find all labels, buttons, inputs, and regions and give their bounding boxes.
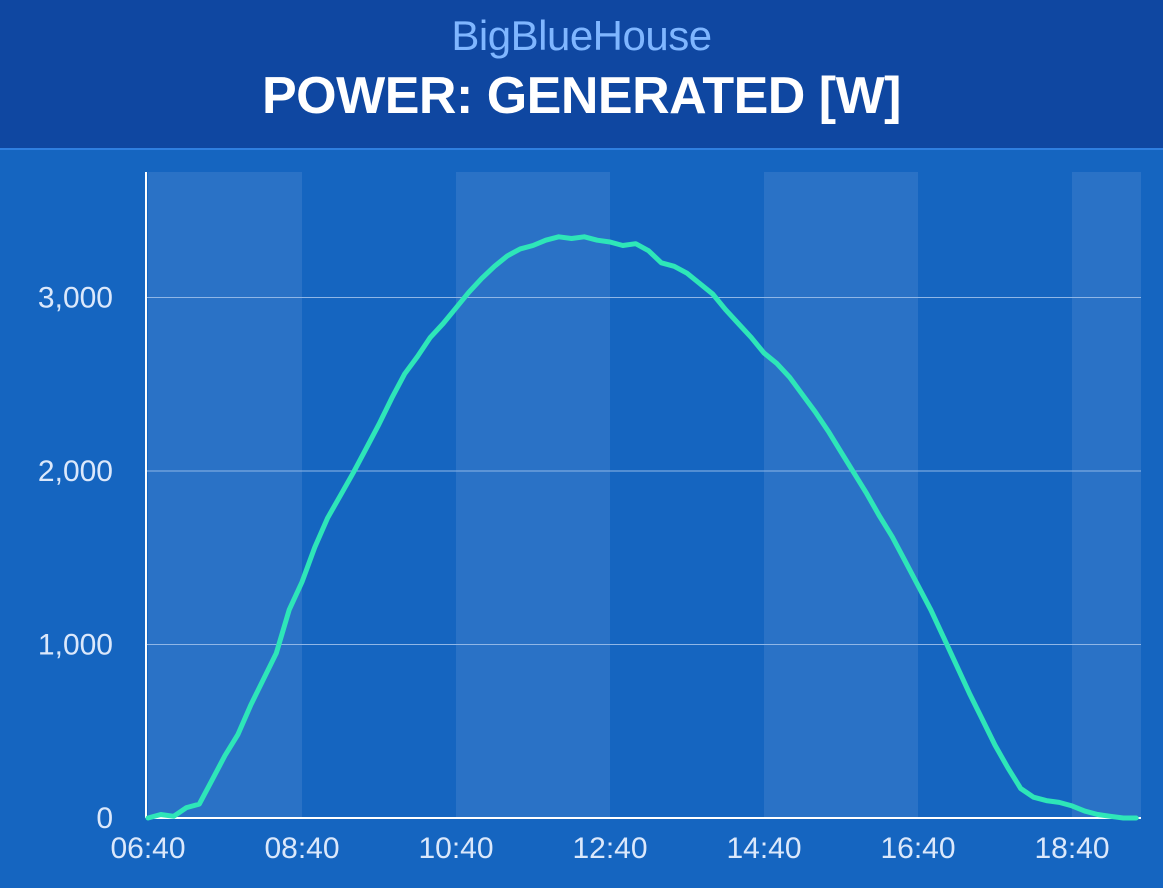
x-tick-label: 18:40 [1034,832,1109,865]
x-tick-label: 10:40 [418,832,493,865]
x-tick-label: 08:40 [264,832,339,865]
card-subtitle: BigBlueHouse [451,12,712,59]
gridlines [146,297,1141,819]
time-band [1072,172,1141,818]
y-tick-label: 1,000 [38,629,113,662]
x-tick-label: 12:40 [572,832,647,865]
card-title: POWER: GENERATED [W] [262,67,901,125]
x-tick-label: 06:40 [110,832,185,865]
time-bands [148,172,1141,818]
time-band [148,172,302,818]
series-line-generated-power [145,234,1139,821]
time-band [456,172,610,818]
y-axis: 0 1,000 2,000 3,000 [38,282,113,836]
y-tick-label: 3,000 [38,282,113,315]
x-axis: 06:40 08:40 10:40 12:40 14:40 16:40 18:40 [110,832,1109,865]
line-chart[interactable]: 0 1,000 2,000 3,000 06:40 08:40 10:40 12:40 14:… [0,150,1163,888]
y-tick-label: 2,000 [38,455,113,488]
time-band [764,172,918,818]
card-header: BigBlueHouse POWER: GENERATED [W] [0,0,1163,150]
x-tick-label: 16:40 [880,832,955,865]
x-tick-label: 14:40 [726,832,801,865]
y-tick-label: 0 [96,802,113,835]
